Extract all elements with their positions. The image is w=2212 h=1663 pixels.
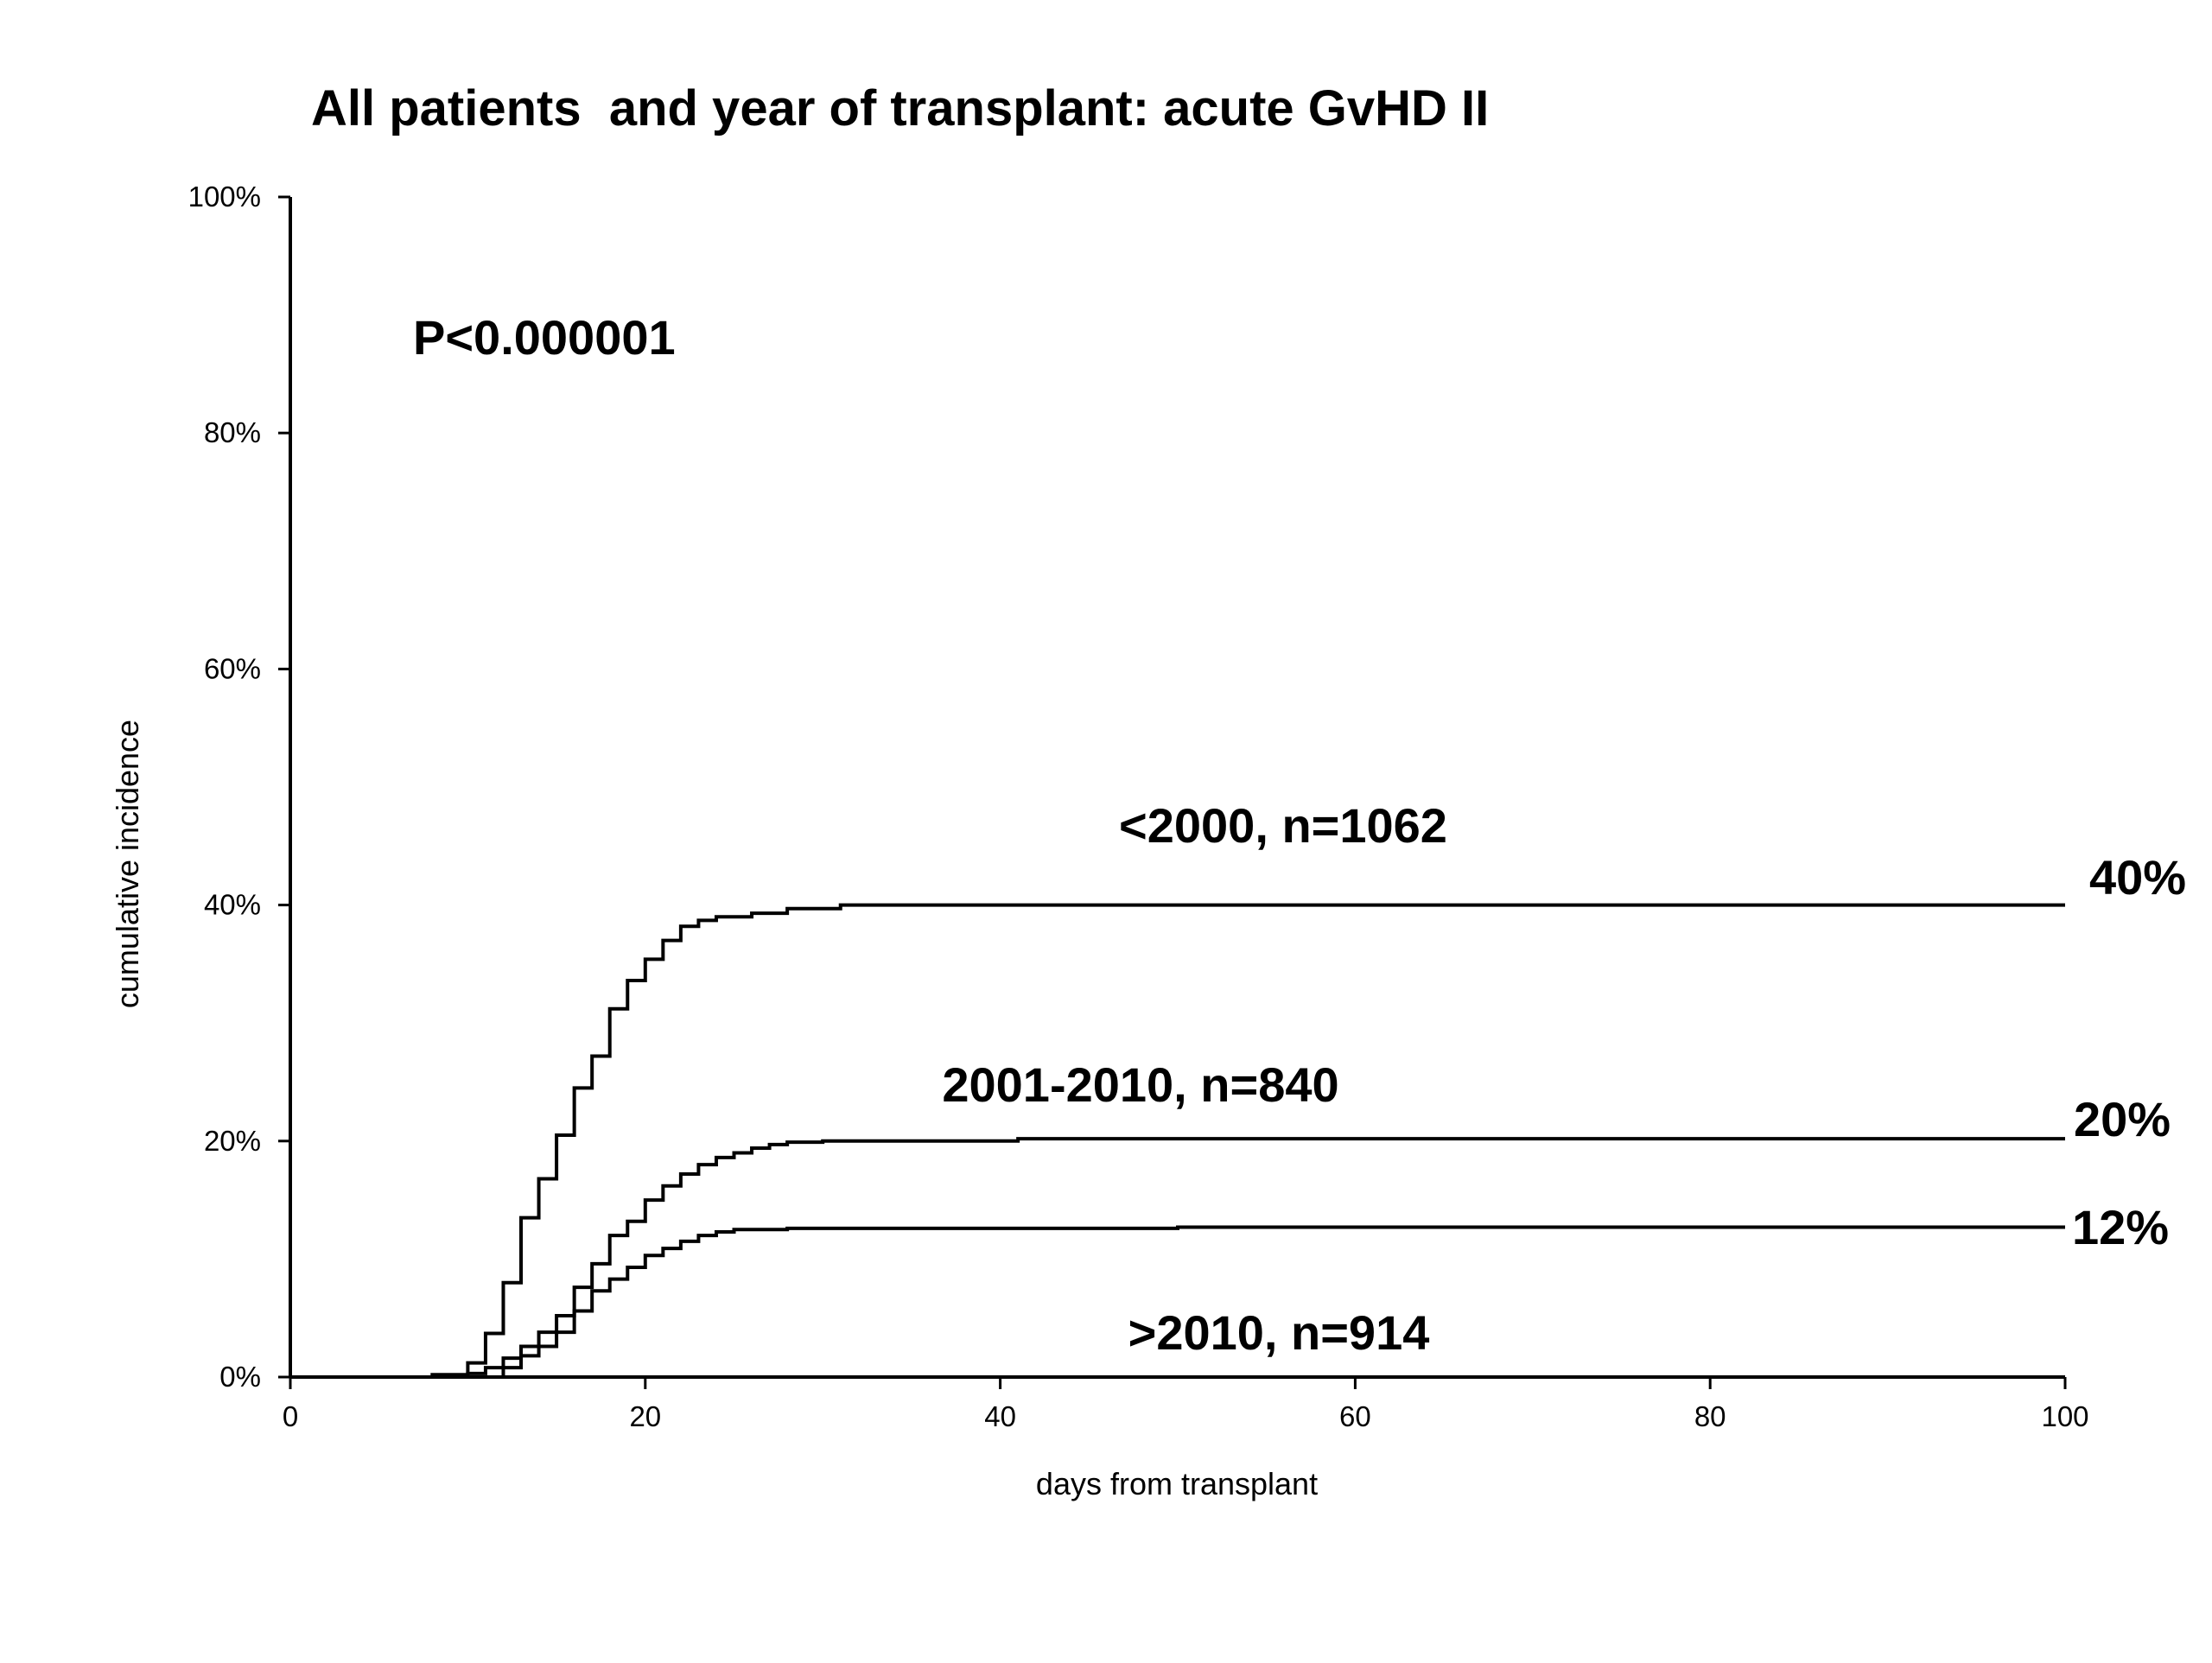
x-tick-label: 40 bbox=[984, 1400, 1016, 1432]
y-axis-label: cumulative incidence bbox=[110, 720, 145, 1008]
y-tick-label: 40% bbox=[204, 889, 261, 921]
p-value-annotation: P<0.000001 bbox=[413, 310, 676, 365]
series-end-value-label: 40% bbox=[2089, 850, 2186, 904]
x-axis-label: days from transplant bbox=[1036, 1466, 1318, 1501]
x-tick-label: 80 bbox=[1694, 1400, 1726, 1432]
series-name-label: >2010, n=914 bbox=[1128, 1305, 1430, 1360]
series-line bbox=[290, 903, 2065, 1379]
x-tick-label: 20 bbox=[629, 1400, 661, 1432]
y-tick-label: 100% bbox=[188, 181, 261, 213]
axes: 0% 20% 40% 60% 80% 100% 0 20 40 60 80 100 bbox=[188, 181, 2089, 1432]
y-tick-label: 60% bbox=[204, 652, 261, 684]
series-labels: <2000, n=1062 40% 2001-2010, n=840 20% >2010… bbox=[942, 798, 2186, 1360]
series-end-value-label: 20% bbox=[2074, 1092, 2171, 1146]
x-tick-label: 0 bbox=[283, 1400, 298, 1432]
x-tick-label: 100 bbox=[2041, 1400, 2088, 1432]
y-tick-label: 80% bbox=[204, 416, 261, 448]
series-line bbox=[290, 1225, 2065, 1379]
series-name-label: 2001-2010, n=840 bbox=[942, 1057, 1338, 1112]
y-tick-label: 20% bbox=[204, 1125, 261, 1157]
series-name-label: <2000, n=1062 bbox=[1119, 798, 1447, 853]
series-group bbox=[290, 903, 2065, 1379]
x-tick-label: 60 bbox=[1339, 1400, 1371, 1432]
y-tick-label: 0% bbox=[219, 1361, 261, 1393]
series-end-value-label: 12% bbox=[2072, 1200, 2169, 1254]
chart-title: All patients and year of transplant: acu… bbox=[311, 80, 1489, 136]
